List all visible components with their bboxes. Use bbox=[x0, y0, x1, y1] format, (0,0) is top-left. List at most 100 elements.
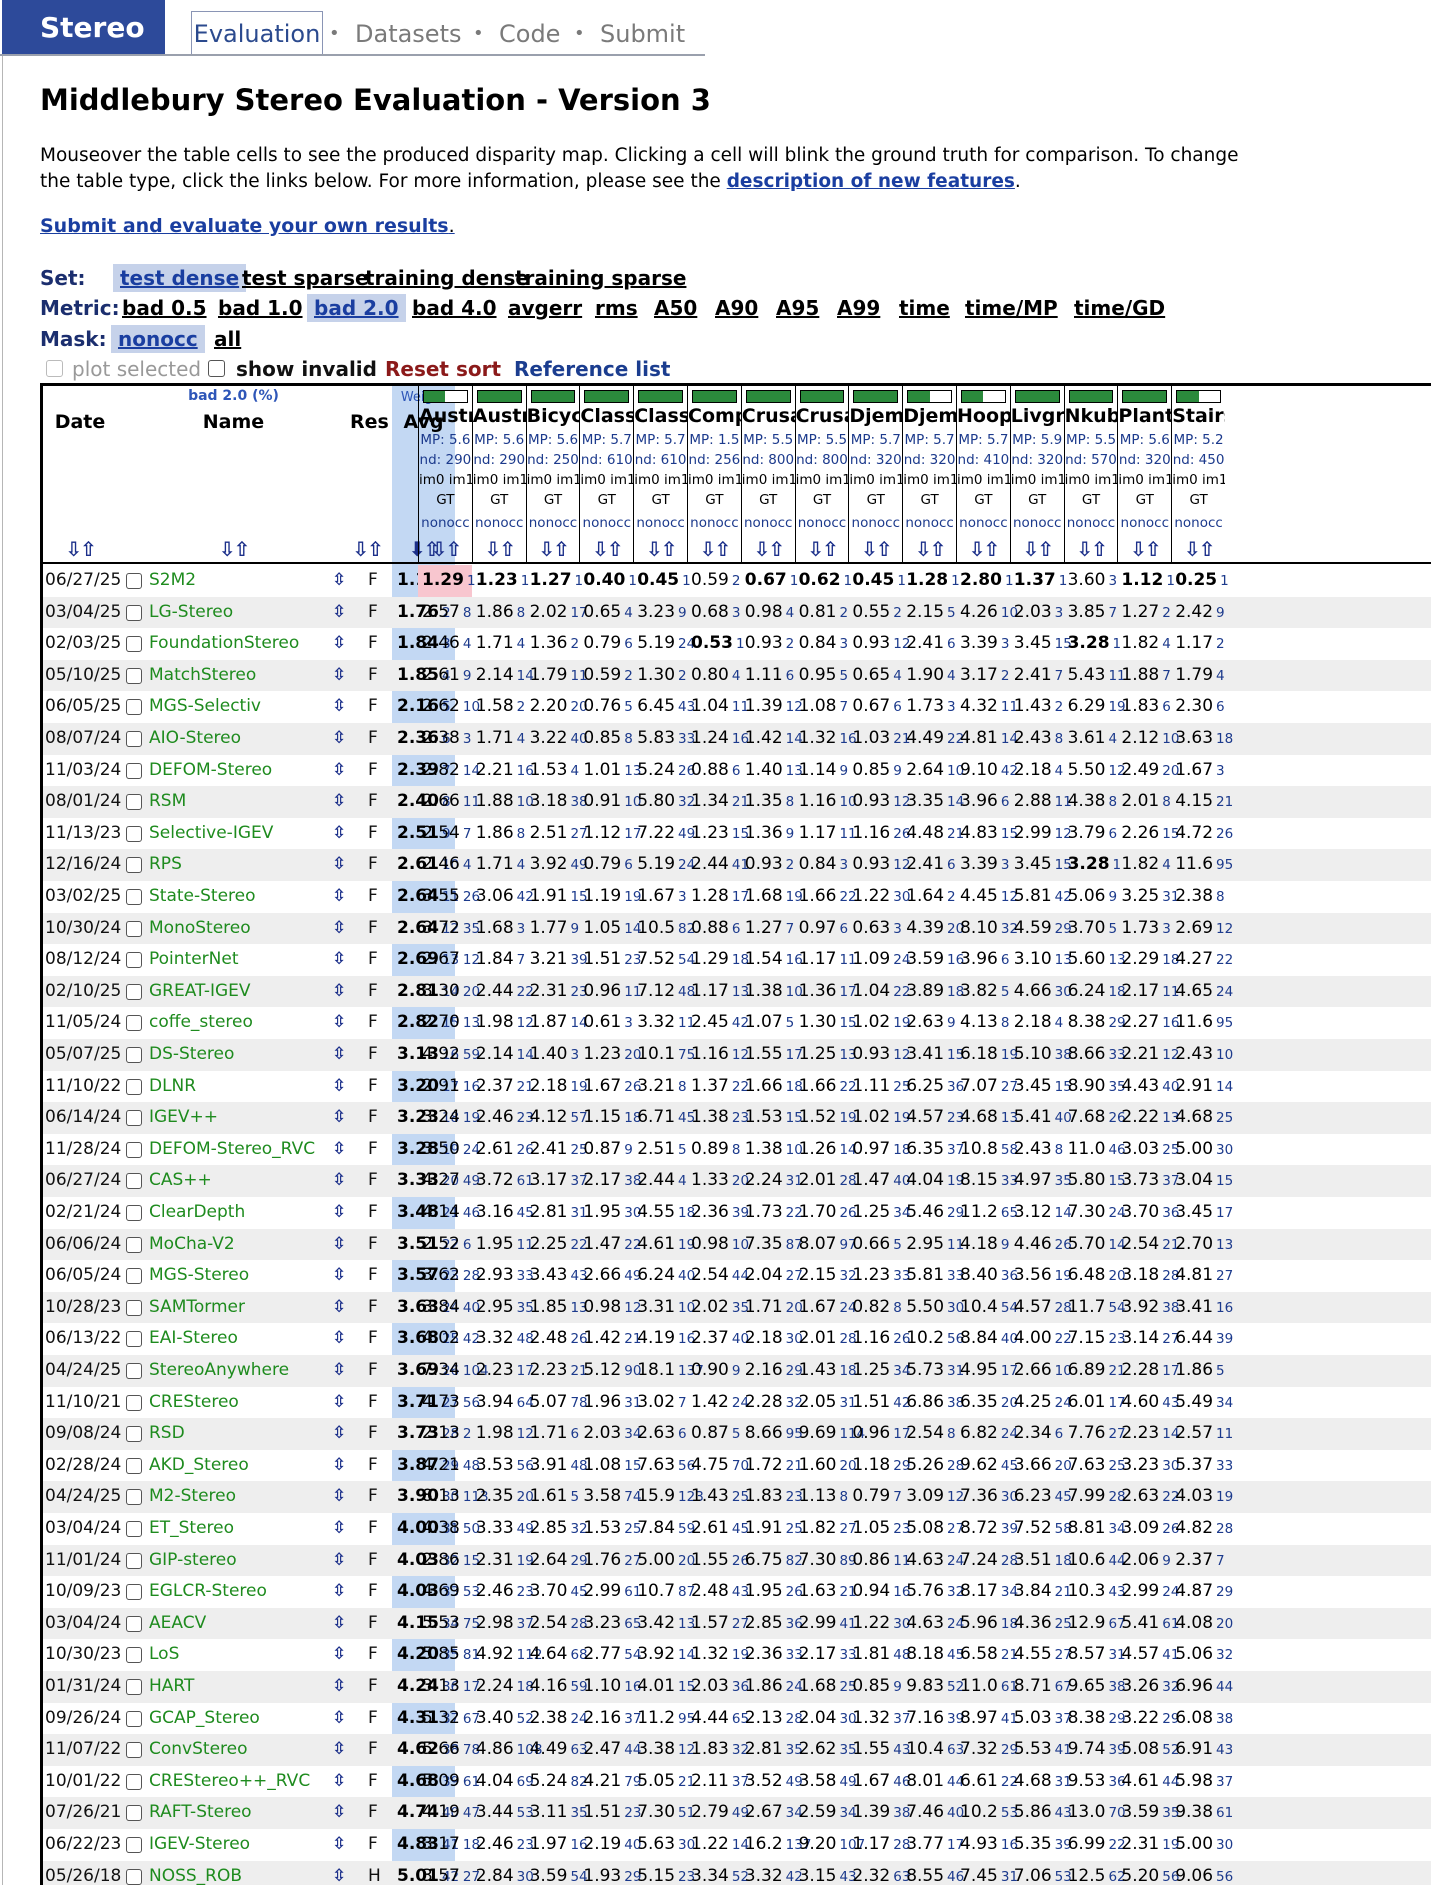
result-cell[interactable]: 1.55 17 bbox=[744, 1044, 803, 1064]
result-cell[interactable]: 2.45 42 bbox=[691, 1012, 750, 1033]
table-row[interactable]: 10/01/22 CREStereo++_RVC ⇳ F 4.68 39 5.09 61 4.0… bbox=[43, 1766, 1431, 1798]
result-cell[interactable]: 2.61 9 bbox=[422, 664, 472, 685]
result-cell[interactable]: 2.46 23 bbox=[475, 1581, 534, 1602]
result-cell[interactable]: 2.66 11 bbox=[422, 791, 481, 812]
result-cell[interactable]: 4.57 28 bbox=[1013, 1296, 1072, 1317]
method-name-link[interactable]: DS-Stereo bbox=[149, 1044, 235, 1064]
result-cell[interactable]: 1.11 25 bbox=[852, 1075, 911, 1096]
result-cell[interactable]: 3.58 74 bbox=[583, 1486, 642, 1507]
dataset-gt-link[interactable]: GT bbox=[597, 492, 616, 508]
dataset-name[interactable]: Class bbox=[580, 405, 634, 427]
method-name-link[interactable]: ET_Stereo bbox=[149, 1518, 235, 1538]
result-cell[interactable]: 1.23 33 bbox=[852, 1265, 911, 1286]
row-select-checkbox[interactable] bbox=[126, 1615, 142, 1632]
result-cell[interactable]: 1.82 4 bbox=[1121, 633, 1171, 654]
result-cell[interactable]: 5.81 42 bbox=[1013, 886, 1072, 906]
result-cell[interactable]: 2.14 14 bbox=[475, 1044, 534, 1064]
result-cell[interactable]: 6.23 45 bbox=[1013, 1486, 1072, 1507]
result-cell[interactable]: 3.23 9 bbox=[637, 601, 687, 622]
result-cell[interactable]: 1.66 22 bbox=[798, 886, 857, 906]
table-row[interactable]: 06/14/24 IGEV++ ⇳ F 3.23 18 3.24 19 2.46 23 4.12 57… bbox=[43, 1102, 1431, 1134]
result-cell[interactable]: 7.12 48 bbox=[637, 980, 696, 1001]
result-cell[interactable]: 0.85 9 bbox=[852, 759, 902, 780]
result-cell[interactable]: 10.2 53 bbox=[960, 1802, 1019, 1823]
result-cell[interactable]: 0.55 2 bbox=[852, 601, 902, 622]
result-cell[interactable]: 1.53 15 bbox=[744, 1107, 803, 1128]
table-row[interactable]: 06/05/24 MGS-Stereo ⇳ F 3.57 23 3.62 28 2.93 33 3.… bbox=[43, 1260, 1431, 1292]
result-cell[interactable]: 1.38 10 bbox=[744, 980, 803, 1001]
result-cell[interactable]: 1.05 23 bbox=[852, 1518, 911, 1538]
result-cell[interactable]: 9.69 114 bbox=[798, 1423, 866, 1444]
dataset-gt-link[interactable]: GT bbox=[705, 492, 724, 508]
compare-arrows-icon[interactable]: ⇳ bbox=[332, 1612, 347, 1633]
result-cell[interactable]: 1.35 8 bbox=[744, 791, 795, 812]
set-test-sparse[interactable]: test sparse bbox=[242, 266, 369, 290]
result-cell[interactable]: 1.63 21 bbox=[798, 1581, 857, 1602]
row-select-checkbox[interactable] bbox=[126, 1837, 142, 1853]
result-cell[interactable]: 2.91 16 bbox=[422, 1075, 481, 1096]
compare-arrows-icon[interactable]: ⇳ bbox=[332, 1012, 347, 1033]
result-cell[interactable]: 13.0 70 bbox=[1067, 1802, 1126, 1823]
dataset-name[interactable]: Hoops bbox=[957, 405, 1010, 427]
result-cell[interactable]: 8.17 34 bbox=[960, 1581, 1019, 1602]
result-cell[interactable]: 2.05 31 bbox=[798, 1391, 857, 1412]
result-cell[interactable]: 0.91 10 bbox=[583, 791, 642, 812]
sort-avg-arrows[interactable]: ⬇⇧ bbox=[408, 537, 441, 561]
result-cell[interactable]: 5.15 23 bbox=[637, 1865, 696, 1885]
row-select-checkbox[interactable] bbox=[126, 699, 142, 716]
result-cell[interactable]: 7.35 87 bbox=[744, 1233, 803, 1254]
result-cell[interactable]: 0.87 9 bbox=[583, 1138, 633, 1159]
metric-a95[interactable]: A95 bbox=[776, 296, 820, 320]
result-cell[interactable]: 4.92 112 bbox=[475, 1644, 543, 1665]
compare-arrows-icon[interactable]: ⇳ bbox=[332, 980, 347, 1001]
result-cell[interactable]: 1.83 32 bbox=[691, 1739, 750, 1760]
result-cell[interactable]: 3.73 37 bbox=[1121, 1170, 1180, 1191]
result-cell[interactable]: 0.93 12 bbox=[852, 1044, 911, 1064]
result-cell[interactable]: 2.43 8 bbox=[1013, 728, 1064, 748]
result-cell[interactable]: 2.82 14 bbox=[422, 759, 481, 780]
result-cell[interactable]: 1.11 6 bbox=[744, 664, 795, 685]
compare-arrows-icon[interactable]: ⇳ bbox=[332, 570, 347, 590]
result-cell[interactable]: 4.26 10 bbox=[960, 601, 1019, 622]
method-name-link[interactable]: HART bbox=[149, 1676, 195, 1696]
result-cell[interactable]: 3.32 42 bbox=[744, 1865, 803, 1885]
result-cell[interactable]: 1.68 25 bbox=[798, 1676, 857, 1696]
result-cell[interactable]: 6.71 45 bbox=[637, 1107, 696, 1128]
result-cell[interactable]: 3.04 15 bbox=[1175, 1170, 1234, 1191]
result-cell[interactable]: 0.65 4 bbox=[852, 664, 902, 685]
tab-evaluation[interactable]: Evaluation bbox=[191, 11, 323, 56]
result-cell[interactable]: 5.00 20 bbox=[637, 1549, 696, 1570]
result-cell[interactable]: 1.66 18 bbox=[744, 1075, 803, 1096]
result-cell[interactable]: 4.65 24 bbox=[1175, 980, 1234, 1001]
result-cell[interactable]: 5.96 18 bbox=[960, 1612, 1019, 1633]
result-cell[interactable]: 1.04 11 bbox=[691, 696, 750, 717]
result-cell[interactable]: 2.46 4 bbox=[422, 633, 472, 654]
result-cell[interactable]: 1.05 14 bbox=[583, 917, 642, 938]
method-name-link[interactable]: DLNR bbox=[149, 1075, 197, 1096]
result-cell[interactable]: 4.48 21 bbox=[906, 822, 965, 843]
result-cell[interactable]: 2.18 19 bbox=[529, 1075, 588, 1096]
dataset-gt-link[interactable]: GT bbox=[866, 492, 885, 508]
result-cell[interactable]: 2.43 8 bbox=[1013, 1138, 1064, 1159]
result-cell[interactable]: 2.38 8 bbox=[1175, 886, 1225, 906]
result-cell[interactable]: 3.91 48 bbox=[529, 1454, 588, 1475]
result-cell[interactable]: 2.62 35 bbox=[798, 1739, 857, 1760]
table-row[interactable]: 07/26/21 RAFT-Stereo ⇳ F 4.74 40 4.19 47 3.44 53 3… bbox=[43, 1797, 1431, 1829]
sort-dataset-arrows[interactable]: ⇩⇧ bbox=[914, 537, 947, 561]
result-cell[interactable]: 2.03 3 bbox=[1013, 601, 1064, 622]
method-name-link[interactable]: SAMTormer bbox=[149, 1296, 245, 1317]
result-cell[interactable]: 3.77 17 bbox=[906, 1834, 965, 1854]
table-row[interactable]: 06/22/23 IGEV-Stereo ⇳ F 4.83 41 3.17 18 2.46 23 1… bbox=[43, 1829, 1431, 1861]
result-cell[interactable]: 3.23 30 bbox=[1121, 1454, 1180, 1475]
result-cell[interactable]: 3.41 15 bbox=[906, 1044, 965, 1064]
result-cell[interactable]: 3.02 7 bbox=[637, 1391, 687, 1412]
result-cell[interactable]: 4.44 65 bbox=[691, 1707, 750, 1728]
dataset-images-link[interactable]: im0 im1 bbox=[849, 472, 903, 488]
result-cell[interactable]: 3.96 6 bbox=[960, 949, 1010, 970]
method-name-link[interactable]: MGS-Stereo bbox=[149, 1265, 250, 1286]
tab-submit[interactable]: Submit bbox=[600, 20, 686, 48]
table-row[interactable]: 11/10/22 DLNR ⇳ F 3.20 17 2.91 16 2.37 21 2.18 19 1.… bbox=[43, 1071, 1431, 1103]
result-cell[interactable]: 5.86 43 bbox=[1013, 1802, 1072, 1823]
metric-bad-4-0[interactable]: bad 4.0 bbox=[412, 296, 497, 320]
result-cell[interactable]: 5.66 78 bbox=[422, 1739, 481, 1760]
